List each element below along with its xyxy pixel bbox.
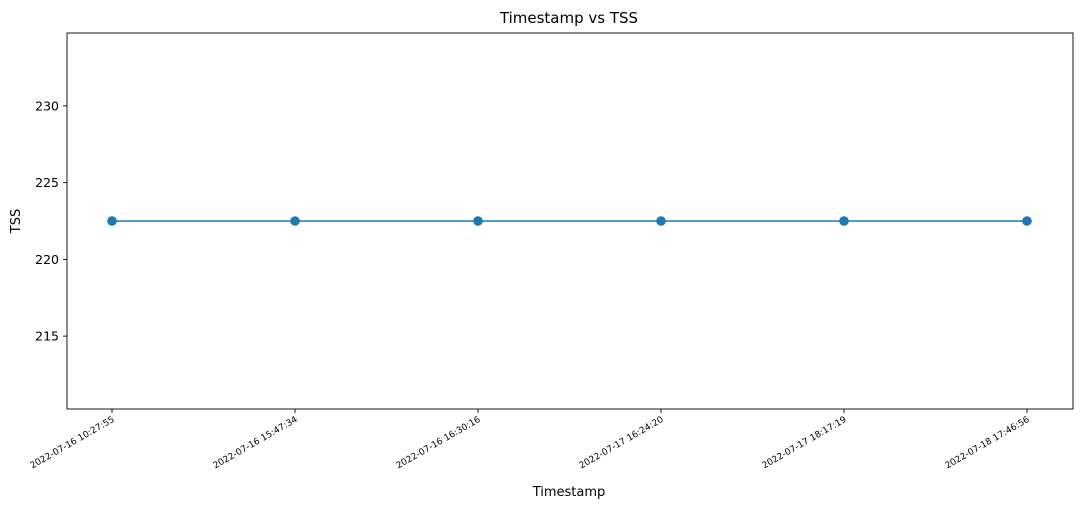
data-point	[656, 216, 666, 226]
y-tick-label: 225	[35, 175, 59, 190]
y-tick-label: 230	[35, 98, 59, 113]
y-tick-label: 220	[35, 252, 59, 267]
plot-frame	[66, 32, 1074, 410]
data-point	[1022, 216, 1032, 226]
data-point	[107, 216, 117, 226]
y-tick-label: 215	[35, 329, 59, 344]
x-axis-label: Timestamp	[532, 485, 606, 500]
chart-title: Timestamp vs TSS	[499, 9, 638, 27]
data-point	[473, 216, 483, 226]
data-point	[290, 216, 300, 226]
y-axis-label: TSS	[9, 209, 24, 234]
data-point	[839, 216, 849, 226]
